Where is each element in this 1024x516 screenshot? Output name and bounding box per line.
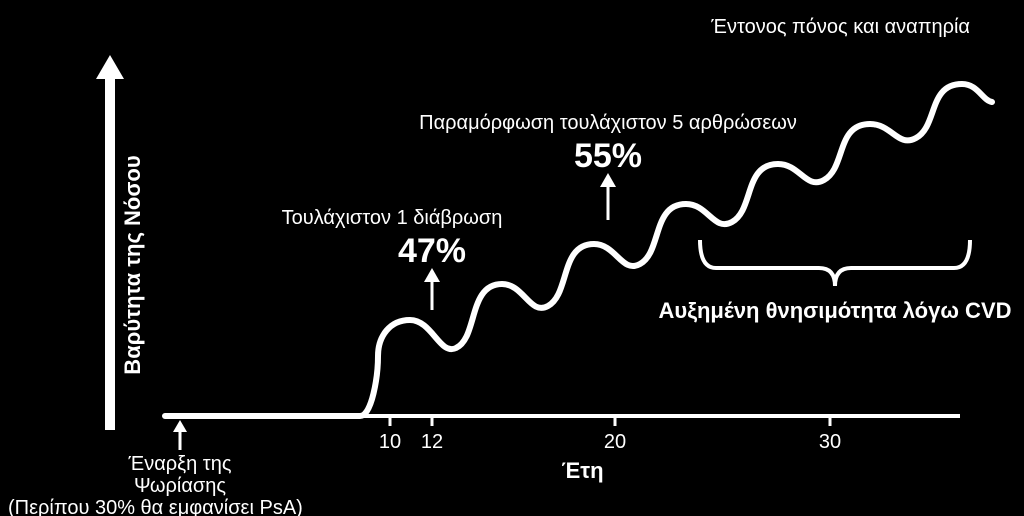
svg-text:Τουλάχιστον 1 διάβρωση: Τουλάχιστον 1 διάβρωση <box>282 207 503 229</box>
svg-text:55%: 55% <box>574 137 642 175</box>
svg-text:Έναρξη της: Έναρξη της <box>128 453 232 475</box>
annotation-erosion: 47% Τουλάχιστον 1 διάβρωση <box>282 207 503 310</box>
svg-text:Ψωρίασης: Ψωρίασης <box>134 475 226 497</box>
x-tick-label: 20 <box>604 431 626 453</box>
onset-annotation: Έναρξη της Ψωρίασης (Περίπου 30% θα εμφα… <box>8 420 303 516</box>
svg-text:Αυξημένη θνησιμότητα λόγω CVD: Αυξημένη θνησιμότητα λόγω CVD <box>659 298 1012 323</box>
disease-severity-chart: Βαρύτητα της Νόσου 10 12 20 30 Έτη Έναρξη τ… <box>0 0 1024 516</box>
svg-text:Παραμόρφωση τουλάχιστον 5 αρθρ: Παραμόρφωση τουλάχιστον 5 αρθρώσεων <box>419 112 797 134</box>
x-axis-ticks: 10 12 20 30 <box>379 416 841 453</box>
x-axis-label: Έτη <box>561 458 603 483</box>
cvd-brace: Αυξημένη θνησιμότητα λόγω CVD <box>659 240 1012 323</box>
x-tick-label: 30 <box>819 431 841 453</box>
annotation-deformation: 55% Παραμόρφωση τουλάχιστον 5 αρθρώσεων <box>419 112 797 220</box>
annotation-pain: Έντονος πόνος και αναπηρία <box>710 16 970 38</box>
svg-text:(Περίπου 30% θα εμφανίσει PsA): (Περίπου 30% θα εμφανίσει PsA) <box>8 497 303 516</box>
x-tick-label: 10 <box>379 431 401 453</box>
svg-text:47%: 47% <box>398 232 466 270</box>
y-axis-label: Βαρύτητα της Νόσου <box>120 155 145 374</box>
x-tick-label: 12 <box>421 431 443 453</box>
